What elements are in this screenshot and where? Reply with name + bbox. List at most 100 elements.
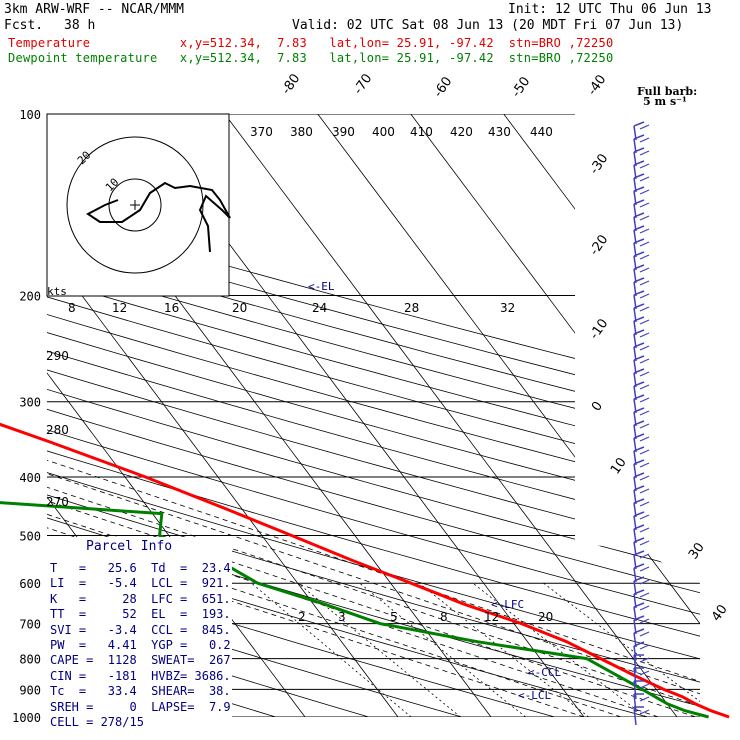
- isotherm-label: 40: [709, 602, 731, 624]
- moist-adiabat: [47, 295, 700, 717]
- mixing-ratio-label: 24: [312, 301, 327, 315]
- dry-adiabat: [47, 114, 700, 717]
- forecast-label: Fcst.: [4, 18, 44, 33]
- dry-adiabat: [47, 114, 700, 717]
- isobar-label: 200: [19, 290, 41, 304]
- parcel-info-title: Parcel Info: [86, 539, 173, 554]
- isobar-label: 100: [19, 108, 41, 122]
- isotherm-line: [224, 114, 678, 717]
- isotherm-label: -60: [431, 74, 455, 100]
- model-title: 3km ARW-WRF -- NCAR/MMM: [4, 2, 185, 17]
- isotherm-label: -70: [351, 71, 375, 97]
- theta-label: 410: [410, 125, 433, 139]
- isotherm-label: -20: [587, 232, 611, 258]
- dry-adiabat: [47, 114, 700, 717]
- isotherm-label: -10: [587, 316, 611, 342]
- wind-barb: [633, 706, 650, 726]
- mixing-ratio-label: 2: [298, 610, 306, 624]
- mixing-ratio-label: 12: [112, 301, 127, 315]
- isotherm-line: [503, 114, 700, 717]
- hodograph-trace: [86, 181, 231, 253]
- mixing-ratio-label: 5: [390, 610, 398, 624]
- forecast-hours: 38 h: [64, 18, 96, 33]
- moist-adiabat: [47, 295, 585, 717]
- dry-adiabat: [47, 114, 700, 717]
- theta-label: 430: [488, 125, 511, 139]
- isobar-label: 900: [19, 683, 41, 697]
- mixing-ratio-label: 28: [404, 301, 419, 315]
- dry-adiabat: [47, 114, 700, 717]
- mixing-ratio-label: 20: [538, 610, 553, 624]
- mixing-ratio-line: [419, 582, 590, 717]
- parcel-info-row: TT = 52 EL = 193.: [50, 607, 231, 622]
- parcel-info-row: SVI = -3.4 CCL = 845.: [50, 622, 231, 637]
- dry-adiabat: [47, 114, 700, 717]
- parcel-info-row: CAPE = 1128 SWEAT= 267: [50, 653, 231, 668]
- isobar-label: 300: [19, 396, 41, 410]
- isotherm-label: 0: [589, 399, 606, 414]
- mixing-ratio-label: 8: [68, 301, 76, 315]
- mixing-ratio-label: 3: [338, 610, 346, 624]
- isobar-label: 400: [19, 471, 41, 485]
- isobar-label: 700: [19, 618, 41, 632]
- isobar-label: 600: [19, 577, 41, 591]
- dry-adiabat: [47, 114, 700, 717]
- isobar-label: 500: [19, 529, 41, 543]
- mixing-ratio-label: 32: [500, 301, 515, 315]
- el-marker: <-EL: [308, 280, 335, 293]
- valid-time: Valid: 02 UTC Sat 08 Jun 13 (20 MDT Fri …: [292, 18, 684, 33]
- dewpoint-legend: Dewpoint temperature x,y=512.34, 7.83 la…: [8, 51, 614, 65]
- theta-label: 420: [450, 125, 473, 139]
- dry-adiabat: [47, 114, 700, 717]
- isotherm-label: -80: [279, 71, 303, 97]
- isobar-label: 1000: [12, 711, 41, 725]
- mixing-ratio-label: 12: [484, 610, 499, 624]
- isotherm-label: 30: [686, 540, 708, 562]
- wind-barb: [633, 654, 650, 674]
- parcel-info-rows: T = 25.6 Td = 23.4 LI = -5.4 LCL = 921. K …: [50, 561, 231, 730]
- parcel-info-row: CIN = -181 HVBZ= 3686.: [50, 668, 231, 683]
- hodograph-ring: [108, 178, 162, 232]
- mixing-ratio-label: 8: [440, 610, 448, 624]
- dry-adiabat: [47, 114, 555, 717]
- isotherm-label: -40: [585, 72, 609, 98]
- parcel-info-row: K = 28 LFC = 651.: [50, 591, 231, 606]
- wind-barb: [633, 680, 650, 700]
- barb-key-label: Full barb:: [637, 85, 698, 98]
- isotherm-line: [317, 114, 700, 717]
- mixing-ratio-line: [472, 582, 647, 717]
- isotherm-label: 10: [608, 455, 630, 477]
- theta-label: 400: [372, 125, 395, 139]
- dry-adiabat: [47, 114, 700, 717]
- dry-adiabat: [47, 114, 700, 717]
- mixing-ratio-label: 16: [164, 301, 179, 315]
- profile-series: [0, 422, 730, 719]
- dry-adiabat: [47, 114, 700, 717]
- moist-adiabat: [47, 295, 696, 717]
- theta-e-label: 290: [46, 349, 69, 363]
- isotherm-label: -50: [509, 74, 533, 100]
- theta-label: 440: [530, 125, 553, 139]
- lcl-marker: <-LCL: [518, 689, 552, 702]
- temperature-line: [0, 422, 730, 719]
- moist-adiabat: [47, 295, 700, 717]
- ccl-marker: <-CCL: [528, 666, 562, 679]
- dry-adiabat: [47, 114, 462, 717]
- lfc-marker: <-LFC: [491, 598, 525, 611]
- barb-key-units: 5 m s⁻¹: [643, 95, 687, 108]
- init-time: Init: 12 UTC Thu 06 Jun 13: [508, 2, 712, 17]
- parcel-info-row: T = 25.6 Td = 23.4: [50, 561, 231, 575]
- dry-adiabat: [47, 114, 700, 717]
- hodograph-units: kts: [47, 285, 67, 298]
- theta-e-label: 270: [46, 495, 69, 509]
- dewpoint-line: [0, 501, 709, 719]
- mixing-ratio-line: [543, 582, 700, 717]
- isobar-label: 800: [19, 653, 41, 667]
- parcel-info-row: Tc = 33.4 SHEAR= 38.: [50, 684, 231, 699]
- theta-label: 390: [332, 125, 355, 139]
- theta-label: 370: [250, 125, 273, 139]
- isotherm-label: -30: [587, 151, 611, 177]
- dry-adiabat: [47, 114, 700, 717]
